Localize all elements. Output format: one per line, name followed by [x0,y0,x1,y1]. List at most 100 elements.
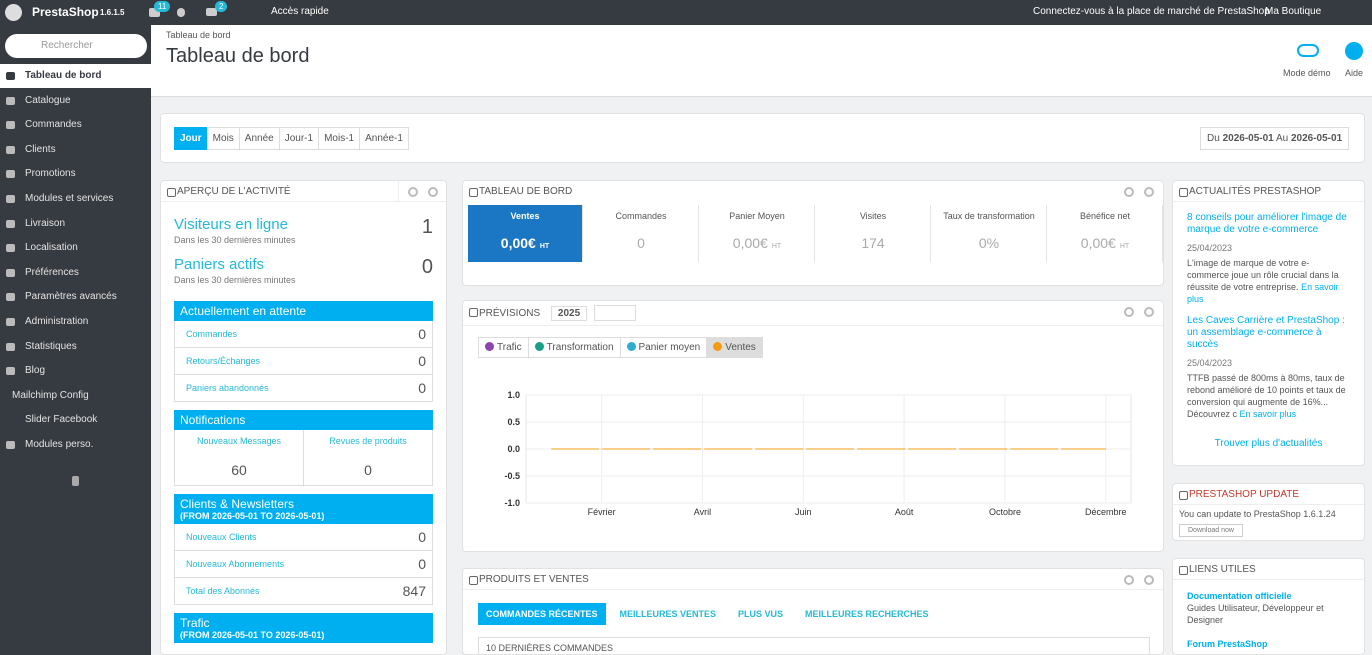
mail-icon[interactable] [206,8,217,16]
kpi-box[interactable]: Visites 174 [816,205,931,262]
sidebar-item[interactable]: Modules et services [0,187,151,211]
period-button[interactable]: Jour-1 [278,127,320,150]
stat-label[interactable]: Nouveaux Clients [186,532,257,542]
search-box[interactable]: Rechercher [5,34,147,58]
kpi-label: Taux de transformation [943,211,1035,221]
stat-label[interactable]: Total des Abonnés [186,586,260,596]
sidebar-label: Promotions [25,168,76,180]
link-text: Guides Utilisateur, Développeur et Desig… [1187,603,1324,625]
div: Paniers actifs Dans les 30 dernières min… [174,256,433,296]
product-tab[interactable]: COMMANDES RÉCENTES [478,603,606,625]
sidebar-item[interactable]: Modules perso. [0,433,151,457]
sidebar-item[interactable]: Statistiques [0,335,151,359]
sidebar-item[interactable]: Slider Facebook [0,408,151,432]
collapse-icon[interactable] [72,476,79,486]
product-tab[interactable]: PLUS VUS [738,609,784,619]
sidebar-item[interactable]: Localisation [0,236,151,260]
sidebar-label: Préférences [25,266,79,278]
sidebar-item[interactable]: Mailchimp Config [0,384,151,408]
span: PRODUITS ET VENTES [479,574,589,585]
span: TABLEAU DE BORD [479,186,573,197]
sidebar-item[interactable]: Promotions [0,162,151,186]
div[interactable]: Download now [1179,524,1243,537]
stat-label[interactable]: Retours/Échanges [186,356,261,366]
sidebar-item[interactable]: Blog [0,359,151,383]
date-range[interactable]: Du 2026-05-01 Au 2026-05-01 [1200,127,1350,150]
notification-value: 60 [231,462,247,478]
sidebar: Rechercher Tableau de bord Catalogue Comma… [0,25,151,655]
sidebar-item[interactable]: Administration [0,310,151,334]
product-tab[interactable]: MEILLEURES RECHERCHES [805,609,929,619]
legend-item[interactable]: Panier moyen [619,337,708,358]
legend-item[interactable]: Ventes [706,337,763,358]
div: Trafic [180,616,210,630]
notification-label[interactable]: Nouveaux Messages [196,436,282,446]
notification-label[interactable]: Revues de produits [329,436,407,446]
sidebar-label: Tableau de bord [25,70,102,81]
span: PrestaShop [32,5,99,19]
user-icon[interactable] [177,8,185,17]
sidebar-item[interactable]: Livraison [0,212,151,236]
period-button[interactable]: Mois-1 [318,127,361,150]
legend: Trafic Transformation Panier moyen Ventes [478,337,763,358]
kpi-box[interactable]: Taux de transformation 0% [932,205,1047,262]
sidebar-item[interactable]: Clients [0,138,151,162]
link-title[interactable]: Forum PrestaShop [1187,639,1268,649]
span[interactable]: Accès rapide [271,6,329,17]
sidebar-item[interactable]: Commandes [0,113,151,137]
kpi-label: Commandes [615,211,667,221]
stat-label[interactable]: Commandes [186,329,238,339]
ph: APERÇU DE L'ACTIVITÉ [161,181,446,202]
x-tick-label: Février [588,507,616,517]
stat-row: Total des Abonnés 847 [174,578,433,605]
legend-item[interactable]: Transformation [527,337,621,358]
link-title[interactable]: Documentation officielle [1187,591,1292,601]
forecast-chart: -1.0 -0.5 0.0 0.5 1.0 Février Avril Juin Août Oct… [504,390,1132,517]
news-title[interactable]: 8 conseils pour améliorer l'image de mar… [1187,212,1347,235]
product-tab[interactable]: MEILLEURES VENTES [619,609,717,619]
period-button[interactable]: Mois [206,127,240,150]
y-tick-label: -0.5 [504,471,520,481]
page-header: Tableau de bord Tableau de bord Mode dém… [151,25,1372,97]
stat-row: Retours/Échanges 0 [174,348,433,375]
kpi-panel: TABLEAU DE BORD Ventes 0,00€ HT Commandes 0 P… [462,180,1164,286]
stat-label[interactable]: Nouveaux Abonnements [186,559,285,569]
stat-label[interactable]: Paniers abandonnés [186,383,269,393]
demo-toggle[interactable] [1297,44,1319,57]
news-title[interactable]: Les Caves Carrière et PrestaShop : un as… [1187,315,1345,350]
sidebar-item[interactable]: Préférences [0,261,151,285]
sidebar-item[interactable]: Catalogue [0,89,151,113]
span[interactable]: Ma Boutique [1265,6,1322,17]
kpi-box[interactable]: Commandes 0 [584,205,699,262]
bsub: (FROM 2026-05-01 TO 2026-05-01) [180,630,325,640]
cart-icon[interactable] [149,8,160,17]
y-tick-label: 0.0 [507,444,520,454]
period-button[interactable]: Année-1 [359,127,409,150]
activity-panel: APERÇU DE L'ACTIVITÉ Visiteurs en ligne … [160,180,447,655]
sidebar-icon [6,96,15,105]
period-button[interactable]: Jour [174,127,208,150]
div: Clients & Newsletters [180,497,295,511]
i [1124,307,1134,317]
period-button[interactable]: Année [238,127,280,150]
news-more[interactable]: En savoir plus [1187,282,1339,304]
update-panel: PRESTASHOP UPDATE You can update to Pres… [1172,483,1365,541]
legend-item[interactable]: Trafic [478,337,529,358]
span: PRÉVISIONS [479,308,541,319]
abs: Aide [1345,68,1364,78]
sidebar-item[interactable]: Paramètres avancés [0,285,151,309]
logo [5,4,22,21]
kpi-box[interactable]: Ventes 0,00€ HT [468,205,583,262]
sidebar-item[interactable]: Tableau de bord [0,64,151,88]
blue: Paniers actifs [174,256,265,273]
help-icon[interactable] [1345,42,1363,60]
a[interactable]: Trouver plus d'actualités [1214,438,1323,449]
kpi-box[interactable]: Bénéfice net 0,00€ HT [1048,205,1163,262]
kpi-box[interactable]: Panier Moyen 0,00€ HT [700,205,815,262]
span[interactable]: Connectez-vous à la place de marché de P… [1033,6,1270,17]
x-tick-label: Octobre [989,507,1021,517]
news-more[interactable]: En savoir plus [1239,409,1297,419]
year-nav[interactable] [593,305,636,322]
bhead: Trafic (FROM 2026-05-01 TO 2026-05-01) [174,613,433,643]
blue: Visiteurs en ligne [174,216,288,233]
